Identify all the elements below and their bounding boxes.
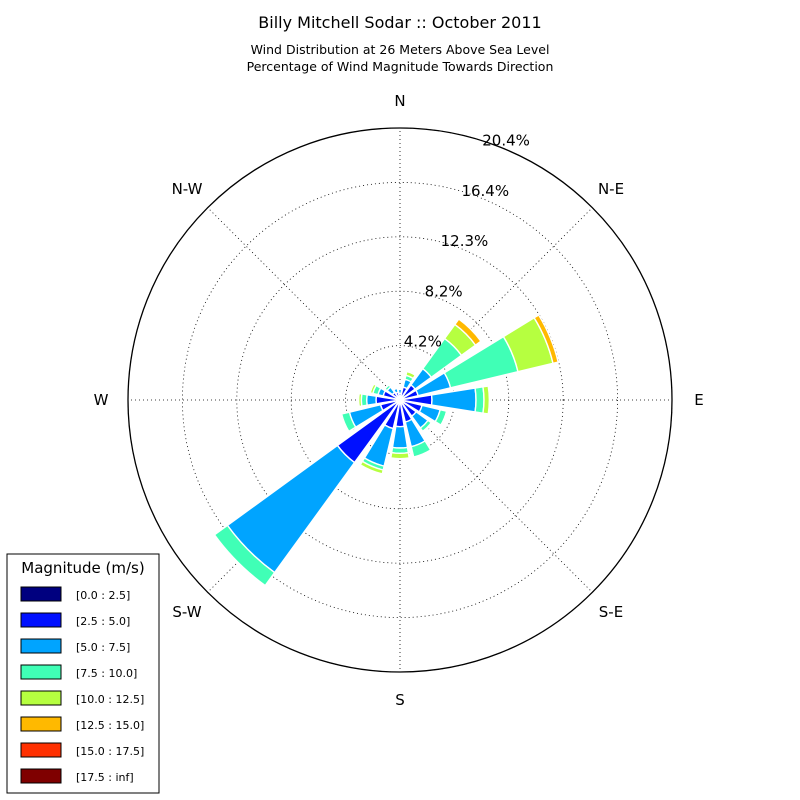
bar-dir-0-bin-4 xyxy=(397,385,403,389)
radial-tick-label-0: 4.2% xyxy=(404,333,442,351)
legend-swatch-5 xyxy=(20,716,62,732)
bar-dir-180-bin-4 xyxy=(390,451,410,460)
bar-dir-202.5-bin-4 xyxy=(359,460,385,475)
legend-label-0: [0.0 : 2.5] xyxy=(76,589,130,602)
legend-label-1: [2.5 : 5.0] xyxy=(76,615,130,628)
bar-dir-180-bin-2 xyxy=(391,425,409,449)
direction-label-s: S xyxy=(395,691,405,709)
bar-dir-292.5-bin-4 xyxy=(369,383,378,395)
legend-swatch-4 xyxy=(20,690,62,706)
bar-dir-225-bin-3 xyxy=(213,524,276,587)
legend-swatch-2 xyxy=(20,638,62,654)
legend-label-3: [7.5 : 10.0] xyxy=(76,667,137,680)
legend-swatch-0 xyxy=(20,586,62,602)
direction-label-n-w: N-W xyxy=(172,180,203,198)
grid-ring-2 xyxy=(236,236,564,564)
bar-dir-90-bin-2 xyxy=(430,387,477,413)
direction-labels: N N-E E S-E S S-W W N-W xyxy=(94,92,704,709)
radial-tick-label-2: 12.3% xyxy=(441,232,489,250)
bar-dir-135-bin-4 xyxy=(421,421,434,434)
radial-tick-label-4: 20.4% xyxy=(482,132,530,150)
legend-swatch-1 xyxy=(20,612,62,628)
bar-dir-90-bin-3 xyxy=(474,386,485,414)
direction-label-s-e: S-E xyxy=(599,603,623,621)
chart-subtitle-line-2: Percentage of Wind Magnitude Towards Dir… xyxy=(247,59,554,74)
radial-tick-label-3: 16.4% xyxy=(461,182,509,200)
grid-ring-3 xyxy=(181,181,619,619)
direction-label-n: N xyxy=(394,92,405,110)
legend-swatch-6 xyxy=(20,742,62,758)
bar-dir-67.5-bin-5 xyxy=(533,314,560,365)
grid-spoke-1 xyxy=(399,207,593,401)
polar-frame xyxy=(127,127,673,673)
bar-dir-315-bin-3 xyxy=(383,383,392,392)
legend-label-4: [10.0 : 12.5] xyxy=(76,693,144,706)
bar-dir-112.5-bin-4 xyxy=(439,410,449,427)
legend-swatch-7 xyxy=(20,768,62,784)
bar-dir-45-bin-5 xyxy=(453,318,482,347)
bar-dir-337.5-bin-3 xyxy=(392,386,399,391)
radial-tick-label-1: 8.2% xyxy=(425,282,463,300)
grid-spoke-3 xyxy=(399,399,593,593)
grid-spoke-7 xyxy=(207,207,401,401)
bar-dir-22.5-bin-5 xyxy=(406,369,417,376)
legend-label-2: [5.0 : 7.5] xyxy=(76,641,130,654)
legend: Magnitude (m/s) [0.0 : 2.5] [2.5 : 5.0] [5… xyxy=(6,553,160,794)
direction-label-n-e: N-E xyxy=(598,180,624,198)
bar-dir-157.5-bin-3 xyxy=(410,439,432,458)
wind-rose-bars xyxy=(213,314,560,587)
legend-label-6: [15.0 : 17.5] xyxy=(76,745,144,758)
legend-swatch-3 xyxy=(20,664,62,680)
bar-dir-270-bin-4 xyxy=(357,392,363,408)
bar-dir-90-bin-4 xyxy=(482,385,491,415)
bar-dir-247.5-bin-3 xyxy=(340,411,357,433)
direction-label-w: W xyxy=(94,391,109,409)
legend-title: Magnitude (m/s) xyxy=(21,559,144,577)
bar-dir-270-bin-2 xyxy=(365,393,378,407)
chart-title: Billy Mitchell Sodar :: October 2011 xyxy=(258,13,541,32)
direction-label-s-w: S-W xyxy=(172,603,201,621)
radial-tick-labels: 4.2% 8.2% 12.3% 16.4% 20.4% xyxy=(404,132,530,351)
legend-label-7: [17.5 : inf] xyxy=(76,771,134,784)
direction-label-e: E xyxy=(694,391,703,409)
legend-label-5: [12.5 : 15.0] xyxy=(76,719,144,732)
chart-subtitle-line-1: Wind Distribution at 26 Meters Above Sea… xyxy=(251,42,550,57)
